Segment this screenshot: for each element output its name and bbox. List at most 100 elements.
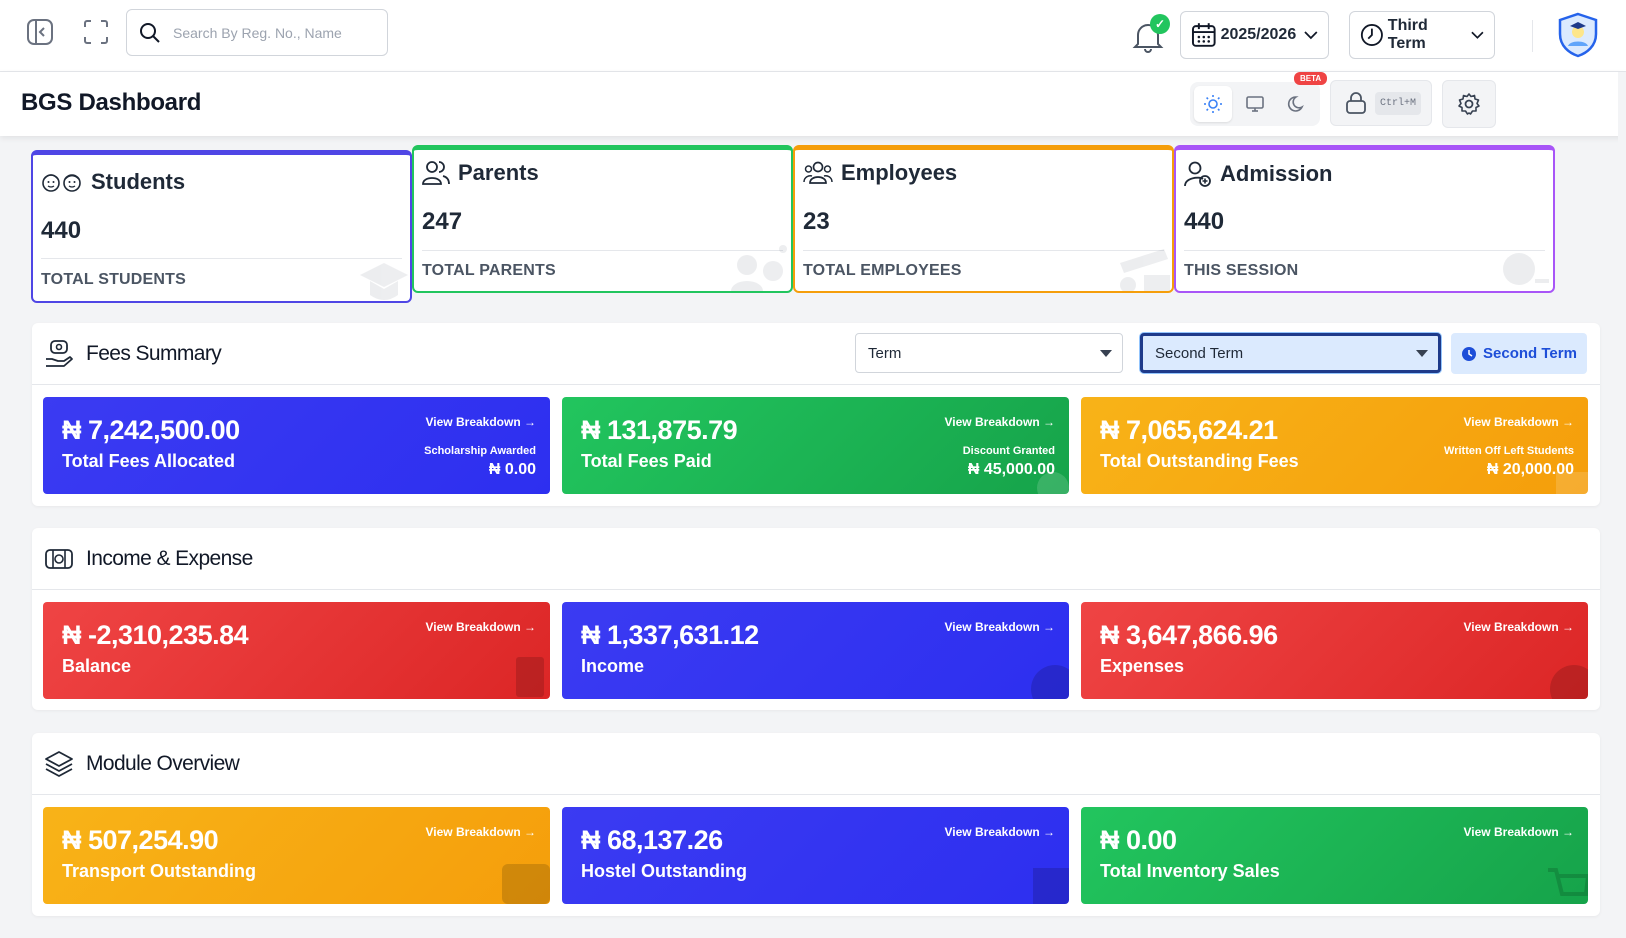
cart-icon bbox=[1548, 868, 1588, 896]
total-inventory-sales-tile[interactable]: ₦ 0.00 Total Inventory Sales View Breakd… bbox=[1081, 807, 1588, 904]
view-breakdown-link[interactable]: View Breakdown → bbox=[944, 825, 1055, 839]
top-bar: ✓ 2025/2026 Third Term bbox=[0, 0, 1626, 72]
tile-amount: ₦ 7,242,500.00 bbox=[62, 415, 240, 445]
total-fees-paid-tile[interactable]: ₦ 131,875.79 Total Fees Paid View Breakd… bbox=[562, 397, 1069, 494]
session-selector[interactable]: 2025/2026 bbox=[1180, 11, 1329, 59]
admission-value: 440 bbox=[1184, 208, 1225, 235]
view-breakdown-link[interactable]: View Breakdown → bbox=[1463, 415, 1574, 429]
page-title: BGS Dashboard bbox=[21, 89, 202, 116]
view-breakdown-link[interactable]: View Breakdown → bbox=[944, 415, 1055, 429]
gear-icon bbox=[1458, 93, 1480, 115]
admission-icon bbox=[1184, 161, 1211, 187]
check-icon: ✓ bbox=[1150, 14, 1170, 34]
employees-card[interactable]: Employees 23 TOTAL EMPLOYEES bbox=[793, 145, 1174, 293]
parents-card[interactable]: Parents 247 TOTAL PARENTS bbox=[412, 145, 793, 293]
active-term-text: Second Term bbox=[1483, 345, 1577, 362]
admission-label: THIS SESSION bbox=[1184, 262, 1299, 279]
chevron-down-icon bbox=[1304, 31, 1318, 40]
employees-value: 23 bbox=[803, 208, 830, 235]
balance-tile[interactable]: ₦ -2,310,235.84 Balance View Breakdown → bbox=[43, 602, 550, 699]
tile-amount: ₦ 0.00 bbox=[1100, 825, 1177, 855]
arrow-down-icon bbox=[1550, 665, 1588, 699]
session-value: 2025/2026 bbox=[1220, 26, 1297, 43]
term-type-select[interactable]: Term bbox=[855, 333, 1123, 373]
parents-value: 247 bbox=[422, 208, 463, 235]
view-breakdown-link[interactable]: View Breakdown → bbox=[944, 620, 1055, 634]
expenses-tile[interactable]: ₦ 3,647,866.96 Expenses View Breakdown → bbox=[1081, 602, 1588, 699]
parents-card-header: Parents bbox=[422, 160, 539, 186]
lock-shortcut: Ctrl+M bbox=[1375, 91, 1422, 115]
view-breakdown-link[interactable]: View Breakdown → bbox=[1463, 825, 1574, 839]
search-input[interactable] bbox=[173, 24, 343, 41]
income-tile[interactable]: ₦ 1,337,631.12 Income View Breakdown → bbox=[562, 602, 1069, 699]
fees-hand-coin-icon bbox=[46, 339, 73, 367]
monitor-icon bbox=[1246, 96, 1264, 112]
system-theme-button[interactable] bbox=[1236, 86, 1274, 122]
search-box[interactable] bbox=[126, 9, 388, 56]
total-fees-allocated-tile[interactable]: ₦ 7,242,500.00 Total Fees Allocated View… bbox=[43, 397, 550, 494]
income-expense-header: Income & Expense bbox=[32, 528, 1600, 590]
students-card[interactable]: Students 440 TOTAL STUDENTS bbox=[31, 150, 412, 303]
tile-meta-value: ₦ 45,000.00 bbox=[967, 461, 1055, 478]
students-card-header: Students bbox=[41, 169, 185, 195]
term-selector[interactable]: Third Term bbox=[1349, 11, 1495, 59]
clock-icon bbox=[1462, 346, 1477, 361]
tile-label: Income bbox=[581, 656, 645, 676]
view-breakdown-link[interactable]: View Breakdown → bbox=[425, 415, 536, 429]
lock-icon bbox=[1346, 92, 1366, 114]
divider bbox=[803, 250, 1164, 251]
search-icon bbox=[140, 22, 160, 43]
sidebar-toggle-icon[interactable] bbox=[22, 14, 58, 50]
notification-bell[interactable]: ✓ bbox=[1128, 14, 1170, 56]
dark-theme-button[interactable] bbox=[1278, 86, 1316, 122]
employees-card-header: Employees bbox=[803, 160, 957, 186]
module-overview-section: Module Overview ₦ 507,254.90 Transport O… bbox=[32, 733, 1600, 916]
scrollbar[interactable] bbox=[1618, 72, 1626, 938]
lock-screen-button[interactable]: Ctrl+M bbox=[1330, 80, 1432, 126]
hostel-outstanding-tile[interactable]: ₦ 68,137.26 Hostel Outstanding View Brea… bbox=[562, 807, 1069, 904]
term-value-select[interactable]: Second Term bbox=[1140, 333, 1441, 373]
building-icon bbox=[1033, 868, 1069, 904]
admission-card-header: Admission bbox=[1184, 160, 1332, 188]
view-breakdown-link[interactable]: View Breakdown → bbox=[425, 620, 536, 634]
settings-button[interactable] bbox=[1442, 80, 1496, 128]
transport-outstanding-tile[interactable]: ₦ 507,254.90 Transport Outstanding View … bbox=[43, 807, 550, 904]
clock-icon bbox=[1556, 472, 1588, 494]
people-icon bbox=[731, 245, 787, 291]
tile-amount: ₦ 7,065,624.21 bbox=[1100, 415, 1278, 445]
fees-summary-header: Fees Summary bbox=[32, 323, 1600, 385]
divider bbox=[1532, 20, 1533, 52]
tile-meta-label: Written Off Left Students bbox=[1444, 445, 1574, 457]
arrow-up-icon bbox=[1031, 665, 1069, 699]
briefcase-icon bbox=[1120, 249, 1170, 291]
term-filter-value: Second Term bbox=[1155, 344, 1244, 362]
beta-badge: BETA bbox=[1294, 72, 1328, 85]
light-theme-button[interactable] bbox=[1194, 86, 1232, 122]
clock-icon bbox=[1360, 24, 1383, 46]
term-type-value: Term bbox=[868, 344, 902, 362]
tile-amount: ₦ 68,137.26 bbox=[581, 825, 723, 855]
income-expense-title: Income & Expense bbox=[86, 546, 253, 570]
tile-amount: ₦ 507,254.90 bbox=[62, 825, 219, 855]
school-logo-avatar[interactable] bbox=[1556, 12, 1600, 58]
fees-summary-section: Fees Summary Term Second Term Second Ter… bbox=[32, 323, 1600, 506]
tile-label: Total Outstanding Fees bbox=[1100, 451, 1299, 471]
calendar-icon bbox=[1191, 23, 1216, 47]
view-breakdown-link[interactable]: View Breakdown → bbox=[1463, 620, 1574, 634]
view-breakdown-link[interactable]: View Breakdown → bbox=[425, 825, 536, 839]
students-icon bbox=[42, 174, 81, 192]
income-expense-section: Income & Expense ₦ -2,310,235.84 Balance… bbox=[32, 528, 1600, 710]
page-header: BGS Dashboard BETA Ctrl+M bbox=[0, 72, 1626, 136]
tile-label: Hostel Outstanding bbox=[581, 861, 747, 881]
sun-icon bbox=[1204, 95, 1222, 113]
active-term-badge[interactable]: Second Term bbox=[1451, 333, 1587, 374]
fullscreen-icon[interactable] bbox=[78, 14, 114, 50]
tile-label: Total Fees Paid bbox=[581, 451, 712, 471]
students-title: Students bbox=[91, 169, 186, 194]
check-icon bbox=[1037, 472, 1069, 494]
total-outstanding-fees-tile[interactable]: ₦ 7,065,624.21 Total Outstanding Fees Vi… bbox=[1081, 397, 1588, 494]
chevron-down-icon bbox=[1471, 31, 1484, 39]
module-overview-header: Module Overview bbox=[32, 733, 1600, 795]
admission-card[interactable]: Admission 440 THIS SESSION bbox=[1174, 145, 1555, 293]
tile-label: Balance bbox=[62, 656, 132, 676]
